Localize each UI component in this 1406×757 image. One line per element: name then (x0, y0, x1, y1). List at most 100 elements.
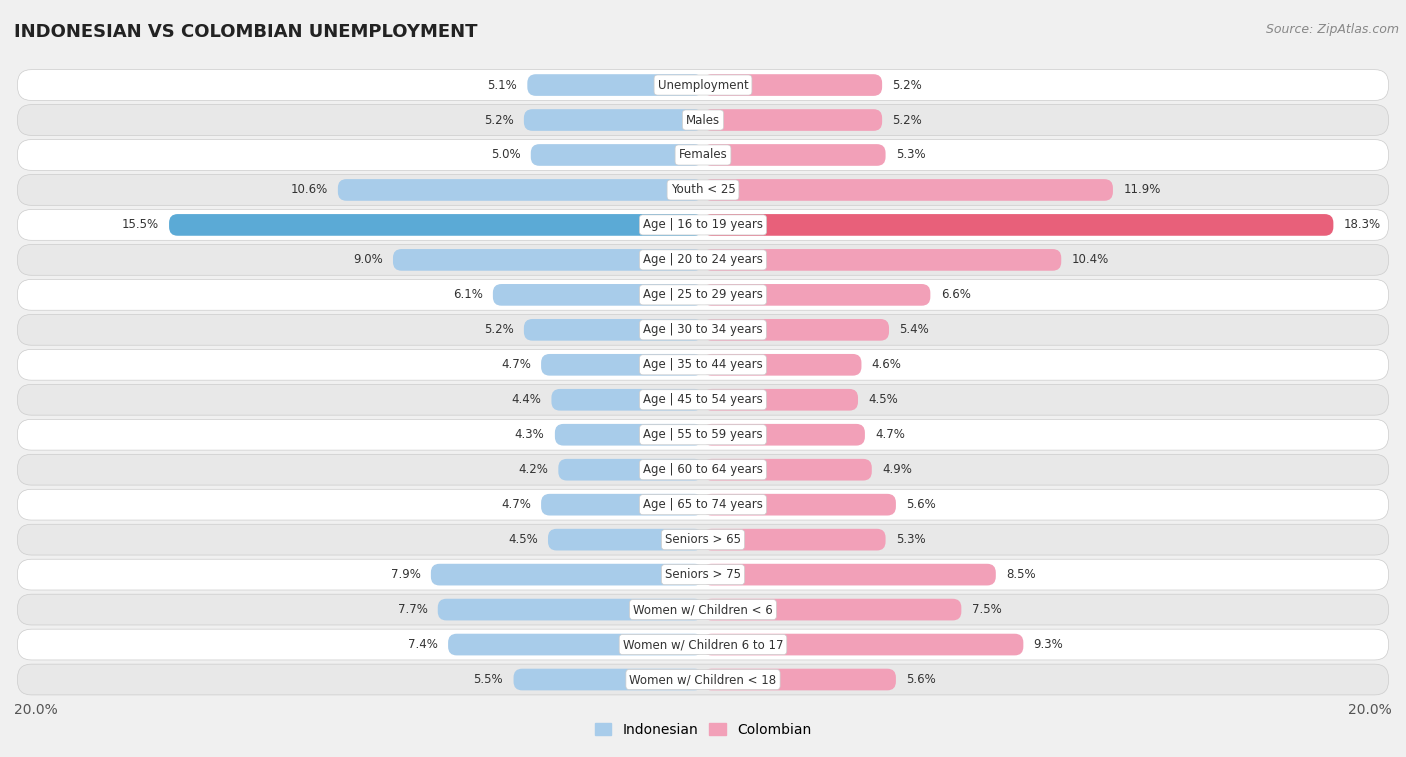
FancyBboxPatch shape (17, 245, 1389, 276)
Text: Youth < 25: Youth < 25 (671, 183, 735, 197)
FancyBboxPatch shape (17, 489, 1389, 520)
FancyBboxPatch shape (703, 109, 882, 131)
FancyBboxPatch shape (17, 664, 1389, 695)
FancyBboxPatch shape (17, 525, 1389, 555)
Text: 4.6%: 4.6% (872, 358, 901, 371)
Text: 4.7%: 4.7% (875, 428, 905, 441)
FancyBboxPatch shape (17, 104, 1389, 136)
FancyBboxPatch shape (17, 419, 1389, 450)
Text: 5.5%: 5.5% (474, 673, 503, 686)
FancyBboxPatch shape (437, 599, 703, 621)
Text: 5.0%: 5.0% (491, 148, 520, 161)
FancyBboxPatch shape (703, 424, 865, 446)
FancyBboxPatch shape (17, 559, 1389, 590)
FancyBboxPatch shape (703, 179, 1114, 201)
FancyBboxPatch shape (703, 599, 962, 621)
FancyBboxPatch shape (337, 179, 703, 201)
FancyBboxPatch shape (513, 668, 703, 690)
FancyBboxPatch shape (392, 249, 703, 271)
FancyBboxPatch shape (17, 279, 1389, 310)
Text: 10.6%: 10.6% (290, 183, 328, 197)
FancyBboxPatch shape (551, 389, 703, 410)
Text: 11.9%: 11.9% (1123, 183, 1160, 197)
FancyBboxPatch shape (548, 529, 703, 550)
Text: Age | 30 to 34 years: Age | 30 to 34 years (643, 323, 763, 336)
Text: Seniors > 75: Seniors > 75 (665, 568, 741, 581)
FancyBboxPatch shape (449, 634, 703, 656)
Text: Source: ZipAtlas.com: Source: ZipAtlas.com (1265, 23, 1399, 36)
Text: 5.1%: 5.1% (488, 79, 517, 92)
FancyBboxPatch shape (703, 459, 872, 481)
FancyBboxPatch shape (703, 249, 1062, 271)
Text: 5.2%: 5.2% (893, 79, 922, 92)
FancyBboxPatch shape (494, 284, 703, 306)
FancyBboxPatch shape (17, 454, 1389, 485)
FancyBboxPatch shape (524, 109, 703, 131)
Text: 9.0%: 9.0% (353, 254, 382, 266)
FancyBboxPatch shape (703, 564, 995, 585)
FancyBboxPatch shape (17, 594, 1389, 625)
Text: 5.2%: 5.2% (893, 114, 922, 126)
FancyBboxPatch shape (703, 668, 896, 690)
FancyBboxPatch shape (524, 319, 703, 341)
Text: 10.4%: 10.4% (1071, 254, 1109, 266)
FancyBboxPatch shape (703, 214, 1333, 235)
FancyBboxPatch shape (703, 389, 858, 410)
FancyBboxPatch shape (531, 144, 703, 166)
Text: 7.4%: 7.4% (408, 638, 437, 651)
Text: Unemployment: Unemployment (658, 79, 748, 92)
FancyBboxPatch shape (17, 314, 1389, 345)
Text: 7.5%: 7.5% (972, 603, 1001, 616)
Text: 4.7%: 4.7% (501, 358, 531, 371)
FancyBboxPatch shape (17, 210, 1389, 240)
Text: 5.4%: 5.4% (900, 323, 929, 336)
Text: Women w/ Children 6 to 17: Women w/ Children 6 to 17 (623, 638, 783, 651)
FancyBboxPatch shape (527, 74, 703, 96)
Text: 8.5%: 8.5% (1007, 568, 1036, 581)
Text: Age | 16 to 19 years: Age | 16 to 19 years (643, 219, 763, 232)
Text: 5.6%: 5.6% (907, 498, 936, 511)
Text: 7.9%: 7.9% (391, 568, 420, 581)
FancyBboxPatch shape (430, 564, 703, 585)
Text: Males: Males (686, 114, 720, 126)
FancyBboxPatch shape (17, 350, 1389, 380)
Text: 20.0%: 20.0% (14, 703, 58, 718)
FancyBboxPatch shape (703, 494, 896, 516)
Text: Age | 55 to 59 years: Age | 55 to 59 years (643, 428, 763, 441)
FancyBboxPatch shape (703, 144, 886, 166)
Text: 5.2%: 5.2% (484, 114, 513, 126)
FancyBboxPatch shape (703, 74, 882, 96)
Text: 9.3%: 9.3% (1033, 638, 1063, 651)
FancyBboxPatch shape (703, 634, 1024, 656)
FancyBboxPatch shape (541, 354, 703, 375)
FancyBboxPatch shape (703, 529, 886, 550)
Text: Seniors > 65: Seniors > 65 (665, 533, 741, 546)
FancyBboxPatch shape (17, 70, 1389, 101)
Legend: Indonesian, Colombian: Indonesian, Colombian (589, 717, 817, 742)
Text: 5.3%: 5.3% (896, 533, 925, 546)
FancyBboxPatch shape (541, 494, 703, 516)
Text: 4.5%: 4.5% (869, 394, 898, 407)
FancyBboxPatch shape (17, 139, 1389, 170)
Text: 4.3%: 4.3% (515, 428, 544, 441)
Text: 4.7%: 4.7% (501, 498, 531, 511)
FancyBboxPatch shape (558, 459, 703, 481)
Text: 4.9%: 4.9% (882, 463, 912, 476)
FancyBboxPatch shape (17, 385, 1389, 415)
Text: 4.2%: 4.2% (519, 463, 548, 476)
Text: 6.6%: 6.6% (941, 288, 970, 301)
Text: 5.2%: 5.2% (484, 323, 513, 336)
Text: 18.3%: 18.3% (1344, 219, 1381, 232)
Text: 5.3%: 5.3% (896, 148, 925, 161)
FancyBboxPatch shape (703, 319, 889, 341)
FancyBboxPatch shape (17, 629, 1389, 660)
Text: 4.5%: 4.5% (508, 533, 537, 546)
Text: 7.7%: 7.7% (398, 603, 427, 616)
FancyBboxPatch shape (555, 424, 703, 446)
Text: INDONESIAN VS COLOMBIAN UNEMPLOYMENT: INDONESIAN VS COLOMBIAN UNEMPLOYMENT (14, 23, 478, 41)
FancyBboxPatch shape (703, 354, 862, 375)
Text: 6.1%: 6.1% (453, 288, 482, 301)
Text: 4.4%: 4.4% (512, 394, 541, 407)
Text: Women w/ Children < 18: Women w/ Children < 18 (630, 673, 776, 686)
FancyBboxPatch shape (703, 284, 931, 306)
